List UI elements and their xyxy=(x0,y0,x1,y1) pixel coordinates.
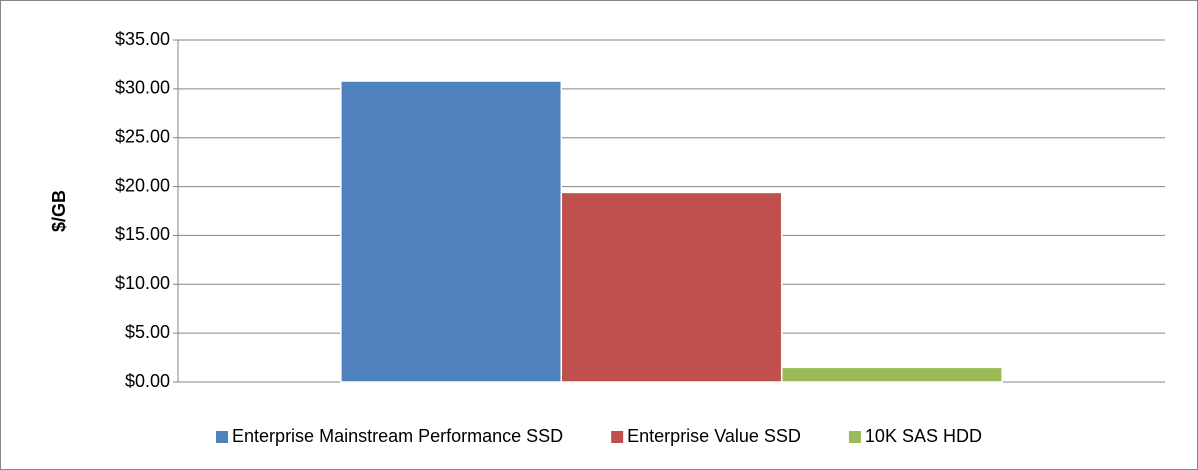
y-tick-label: $0.00 xyxy=(125,371,170,391)
bar xyxy=(340,80,563,383)
y-tick-label: $25.00 xyxy=(115,126,170,146)
bar xyxy=(560,191,783,383)
y-axis-label: $/GB xyxy=(49,190,69,232)
y-tick-label: $35.00 xyxy=(115,29,170,49)
y-tick-label: $15.00 xyxy=(115,224,170,244)
legend-label: 10K SAS HDD xyxy=(865,426,982,446)
legend-label: Enterprise Value SSD xyxy=(627,426,801,446)
y-tick-label: $10.00 xyxy=(115,273,170,293)
legend-swatch xyxy=(848,431,861,443)
y-tick-label: $30.00 xyxy=(115,78,170,98)
legend-swatch xyxy=(611,431,624,443)
legend-swatch xyxy=(216,431,229,443)
bar xyxy=(780,366,1003,383)
y-tick-label: $5.00 xyxy=(125,322,170,342)
y-tick-label: $20.00 xyxy=(115,175,170,195)
legend-label: Enterprise Mainstream Performance SSD xyxy=(232,426,563,446)
